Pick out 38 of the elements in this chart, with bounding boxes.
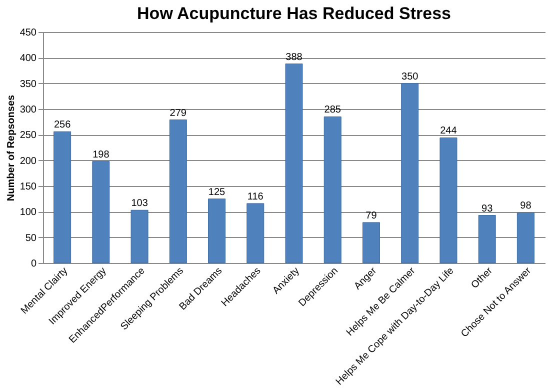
- y-tick-label: 200: [20, 156, 37, 167]
- y-tick-label: 0: [30, 258, 37, 270]
- bar: [324, 116, 342, 264]
- data-label: 285: [324, 104, 342, 116]
- bar: [440, 137, 458, 264]
- bar: [478, 215, 496, 264]
- bar: [285, 64, 303, 264]
- bar: [246, 203, 264, 264]
- data-label: 388: [286, 52, 303, 63]
- bar: [401, 83, 419, 264]
- y-tick-label: 350: [20, 78, 37, 90]
- y-tick-label: 300: [20, 104, 37, 116]
- y-tick-label: 450: [20, 28, 37, 38]
- data-label: 256: [54, 120, 72, 131]
- data-label: 116: [247, 191, 264, 202]
- data-label: 103: [131, 198, 148, 210]
- bar: [208, 198, 226, 264]
- y-tick-label: 100: [20, 207, 37, 218]
- data-label: 93: [482, 203, 494, 214]
- bar: [130, 210, 148, 264]
- data-label: 198: [92, 149, 110, 160]
- data-label: 125: [208, 186, 226, 198]
- bar: [92, 161, 110, 264]
- data-label: 350: [402, 71, 419, 82]
- bar: [516, 212, 534, 264]
- y-tick-label: 250: [20, 130, 37, 142]
- y-tick-label: 150: [20, 182, 37, 192]
- y-tick-label: 50: [25, 232, 37, 244]
- bar: [169, 120, 187, 264]
- data-label: 244: [440, 126, 458, 137]
- data-label: 279: [170, 108, 187, 119]
- chart-title: How Acupuncture Has Reduced Stress: [137, 4, 451, 23]
- y-tick-label: 400: [20, 53, 37, 64]
- bar: [362, 222, 380, 264]
- data-label: 79: [366, 210, 378, 222]
- data-label: 98: [520, 200, 532, 212]
- bar: [54, 131, 72, 264]
- y-axis-title: Number of Repsonses: [6, 94, 17, 202]
